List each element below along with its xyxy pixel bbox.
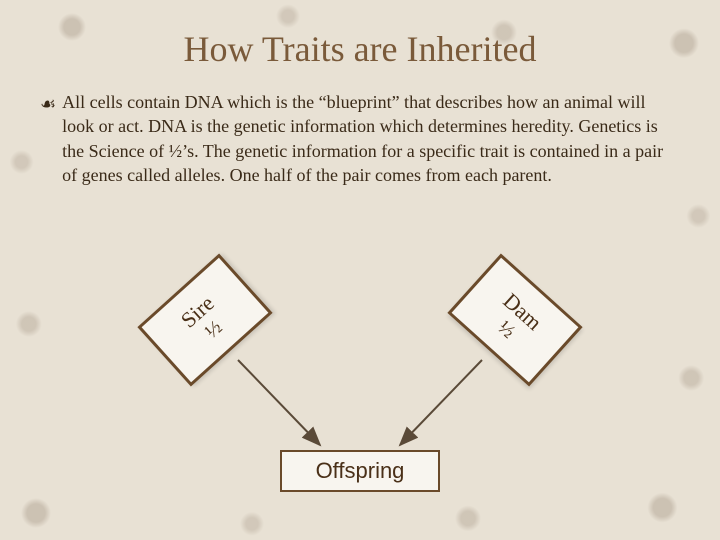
inheritance-diagram: Sire ½ Dam ½ Offspring	[0, 250, 720, 530]
offspring-label: Offspring	[316, 458, 405, 484]
dam-arrow	[400, 360, 482, 445]
body-paragraph-row: ☙ All cells contain DNA which is the “bl…	[40, 90, 680, 187]
bullet-icon: ☙	[40, 92, 56, 116]
page-title: How Traits are Inherited	[0, 28, 720, 70]
body-text: All cells contain DNA which is the “blue…	[62, 90, 680, 187]
offspring-box: Offspring	[280, 450, 440, 492]
sire-arrow	[238, 360, 320, 445]
